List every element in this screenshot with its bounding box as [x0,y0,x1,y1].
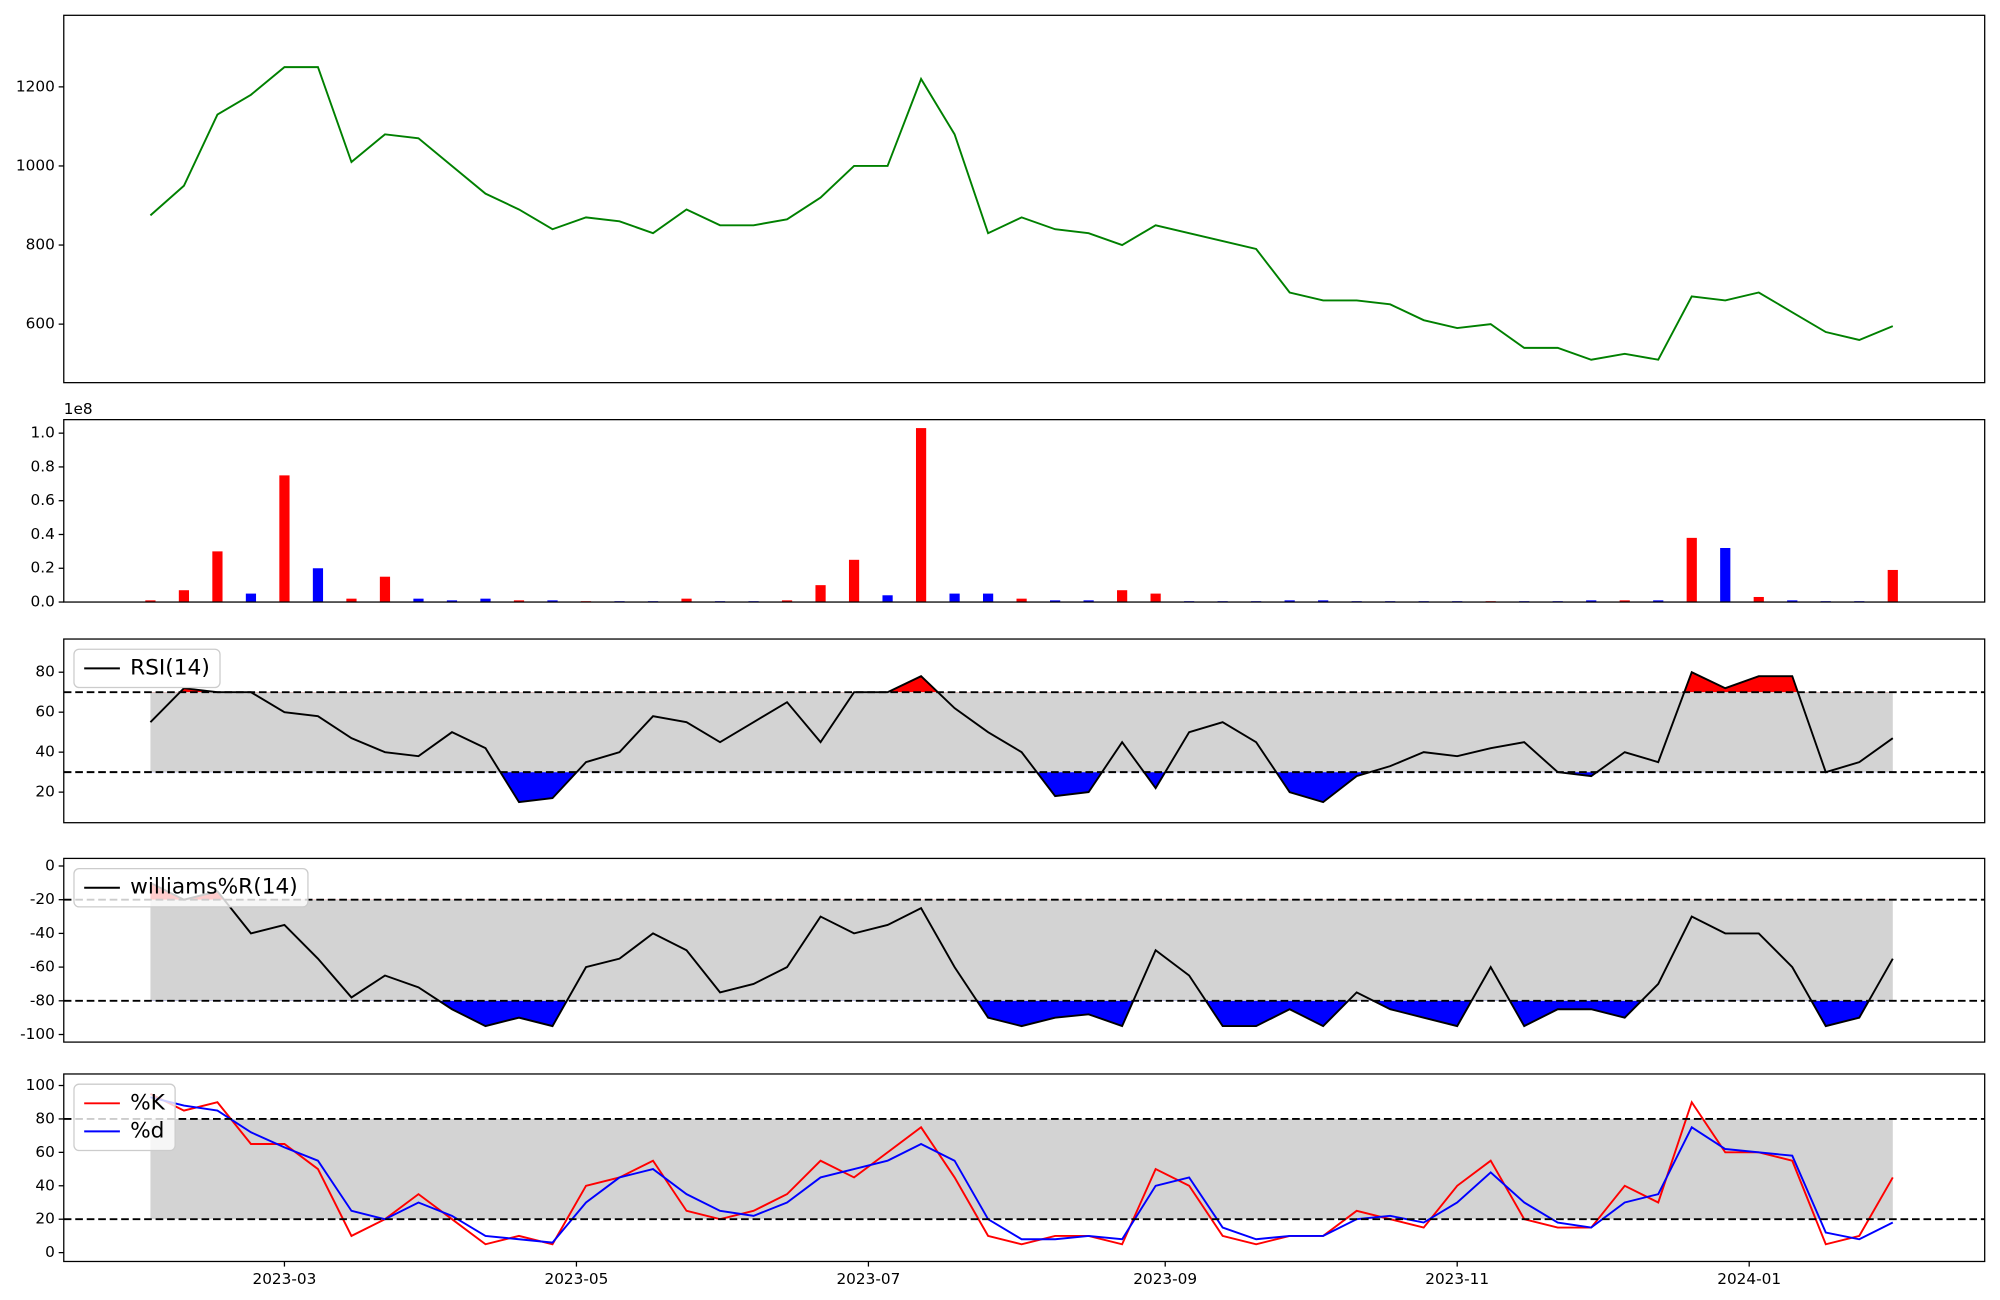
bar [982,593,994,603]
bar [346,598,357,603]
y-tick-label: 0 [45,857,55,875]
bar [413,598,424,603]
y-tick-label: -60 [30,958,55,976]
axes-frame [63,1073,1986,1263]
neutral-band [150,1118,1893,1220]
y-tick-label: 0.6 [31,491,55,509]
y-tick-label: 80 [35,1109,54,1127]
bar [480,598,491,603]
y-tick-label: 40 [35,743,54,761]
line [149,670,1894,804]
bar [212,551,223,603]
bar [1787,600,1798,603]
bar [681,598,692,603]
bar [1619,600,1630,603]
bar [312,568,324,603]
bar [815,585,826,603]
bar [1083,600,1094,603]
axes-frame [63,14,1986,384]
axes-frame [63,638,1986,824]
x-tick-label: 2023-03 [252,1270,316,1288]
bar [446,600,458,603]
y-tick-label: 100 [26,1076,55,1094]
y-tick-label: 800 [26,236,55,254]
bar [1887,569,1898,603]
y-tick-label: -40 [30,924,55,942]
x-tick-label: 2023-09 [1133,1270,1197,1288]
y-tick-label: -100 [20,1025,55,1043]
legend-box [73,1083,176,1152]
neutral-band [150,692,1893,773]
overbought-fill [150,672,1893,693]
bar [1686,537,1697,603]
y-tick-label: 0.4 [31,525,55,543]
legend-label: %d [130,1118,164,1143]
bar [949,593,960,603]
legend-label: RSI(14) [130,655,210,680]
y-tick-label: 0.0 [31,593,55,611]
axis-offset-label: 1e8 [64,400,93,418]
y-tick-label: 60 [35,1143,54,1161]
bar [1117,590,1128,603]
y-tick-label: 1200 [16,77,55,95]
x-tick-label: 2023-05 [544,1270,608,1288]
y-tick-label: 80 [35,663,54,681]
y-tick-label: 0.2 [31,559,55,577]
x-tick-label: 2023-07 [836,1270,900,1288]
bar [1318,600,1329,603]
legend-box [73,648,221,689]
bar [1653,600,1664,603]
bar [513,600,525,603]
bar [848,559,860,603]
bar [1150,593,1161,603]
y-tick-label: 20 [35,783,54,801]
bar [279,475,290,603]
bar [1753,596,1764,603]
line [149,66,1894,361]
bar [915,428,927,603]
y-tick-label: 0 [45,1243,55,1261]
y-tick-label: 0.8 [31,457,55,475]
axes-frame [63,419,1986,603]
x-tick-label: 2024-01 [1717,1270,1781,1288]
y-tick-label: 1.0 [31,424,55,442]
neutral-band [150,899,1893,1001]
bar [145,600,156,603]
y-tick-label: -80 [30,991,55,1009]
y-tick-label: 600 [26,315,55,333]
bar [882,595,893,603]
legend-label: williams%R(14) [130,875,298,900]
bar [1050,600,1061,603]
bar [245,593,257,603]
y-tick-label: 60 [35,703,54,721]
bar [1284,600,1295,603]
bar [1720,547,1731,603]
bar [1586,600,1597,603]
line [149,881,1894,1028]
y-tick-label: 1000 [16,156,55,174]
axes-frame [63,857,1986,1043]
bar [547,600,558,603]
bar [781,600,793,603]
bar [178,590,190,603]
y-tick-label: 20 [35,1210,54,1228]
bar [1016,598,1027,603]
legend-box [73,867,309,908]
y-tick-label: -20 [30,890,55,908]
bar [379,576,391,603]
y-tick-label: 40 [35,1176,54,1194]
legend-label: %K [130,1090,166,1115]
x-tick-label: 2023-11 [1425,1270,1489,1288]
